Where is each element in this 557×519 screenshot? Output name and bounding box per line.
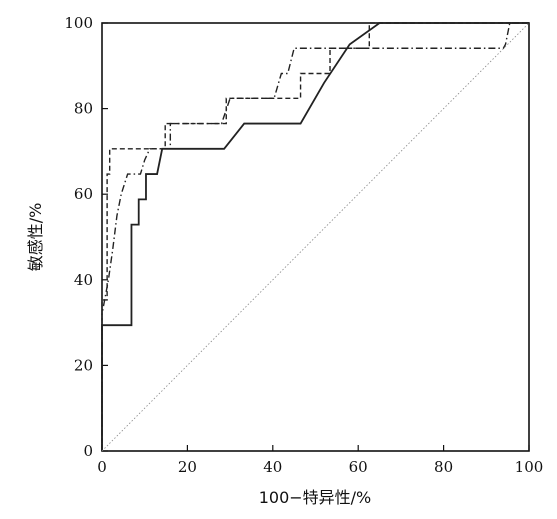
x-axis-title: 100−特异性/% (259, 488, 372, 507)
axis-ticks: 0 20 40 60 80 100 0 20 40 60 80 100 (64, 14, 543, 476)
x-tick-label: 80 (434, 458, 453, 476)
roc-curve-reference (101, 22, 530, 452)
y-tick-label: 60 (74, 185, 93, 203)
roc-curve-dashed (101, 22, 529, 451)
y-tick-label: 80 (74, 100, 93, 118)
y-tick-label: 0 (83, 442, 93, 460)
y-tick-label: 20 (74, 356, 93, 374)
x-tick-label: 0 (97, 458, 107, 476)
plot-frame (101, 22, 530, 452)
x-tick-label: 60 (349, 458, 368, 476)
roc-curve-dash-dot (101, 22, 529, 451)
series-layer (101, 22, 530, 452)
y-tick-label: 40 (74, 271, 93, 289)
x-tick-label: 100 (515, 458, 544, 476)
x-tick-label: 20 (178, 458, 197, 476)
x-tick-label: 40 (263, 458, 282, 476)
y-tick-label: 100 (64, 14, 93, 32)
roc-curve-solid (101, 22, 529, 451)
y-axis-title: 敏感性/% (26, 203, 45, 272)
